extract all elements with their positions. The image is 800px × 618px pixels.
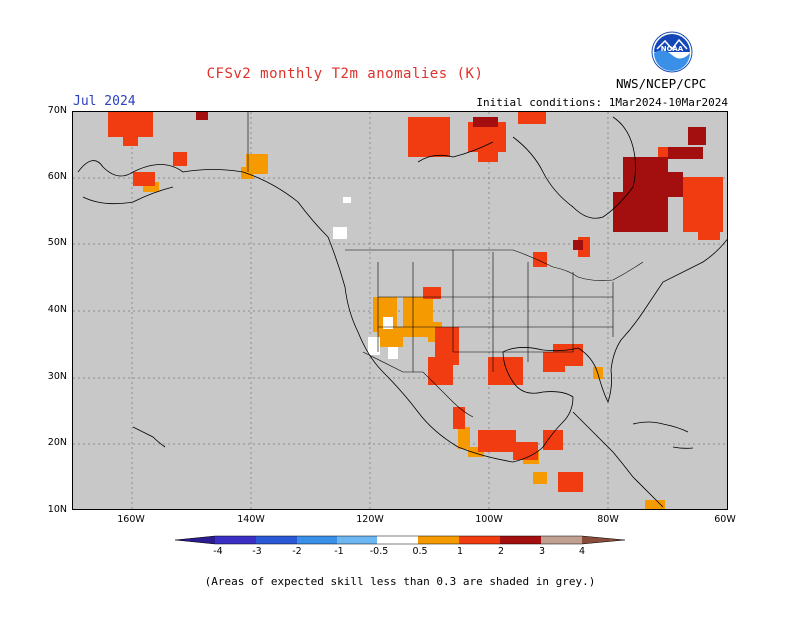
- lat-label-50: 50N: [47, 237, 67, 248]
- lat-gridlines: [73, 177, 727, 445]
- colorbar-label-m4: -4: [213, 546, 223, 557]
- noaa-logo: NOAA: [651, 31, 693, 73]
- initial-conditions: Initial conditions: 1Mar2024-10Mar2024: [476, 96, 728, 109]
- colorbar: [175, 535, 625, 545]
- coastlines: [77, 116, 727, 508]
- colorbar-label-m3: -3: [252, 546, 262, 557]
- colorbar-label-05: 0.5: [412, 546, 428, 557]
- colorbar-label-1: 1: [456, 546, 464, 557]
- lat-label-60: 60N: [47, 171, 67, 182]
- colorbar-label-2: 2: [497, 546, 505, 557]
- colorbar-arrow-right: [582, 536, 625, 544]
- lat-label-30: 30N: [47, 371, 67, 382]
- lat-label-70: 70N: [47, 105, 67, 116]
- forecast-month: Jul 2024: [73, 94, 136, 109]
- lon-label-160w: 160W: [117, 514, 145, 525]
- anomaly-map: [72, 111, 728, 510]
- lon-label-100w: 100W: [475, 514, 503, 525]
- lon-label-120w: 120W: [356, 514, 384, 525]
- anomaly-patches-orange: [143, 154, 665, 509]
- lat-label-40: 40N: [47, 304, 67, 315]
- map-canvas: [73, 112, 727, 509]
- anomaly-patches-white: [333, 197, 398, 359]
- lon-label-140w: 140W: [237, 514, 265, 525]
- colorbar-label-m2: -2: [292, 546, 302, 557]
- map-title: CFSv2 monthly T2m anomalies (K): [206, 66, 484, 82]
- lat-label-10: 10N: [47, 504, 67, 515]
- footnote: (Areas of expected skill less than 0.3 a…: [204, 575, 596, 588]
- political-borders: [247, 112, 644, 418]
- lat-label-20: 20N: [47, 437, 67, 448]
- colorbar-arrow-left: [175, 536, 215, 544]
- agency-label: NWS/NCEP/CPC: [616, 76, 707, 91]
- colorbar-label-m1: -1: [334, 546, 344, 557]
- lon-label-60w: 60W: [714, 514, 736, 525]
- colorbar-label-4: 4: [578, 546, 586, 557]
- colorbar-label-m05: -0.5: [369, 546, 389, 557]
- colorbar-label-3: 3: [538, 546, 546, 557]
- anomaly-patches-darkred: [196, 112, 706, 250]
- logo-text: NOAA: [661, 45, 684, 53]
- lon-label-80w: 80W: [597, 514, 619, 525]
